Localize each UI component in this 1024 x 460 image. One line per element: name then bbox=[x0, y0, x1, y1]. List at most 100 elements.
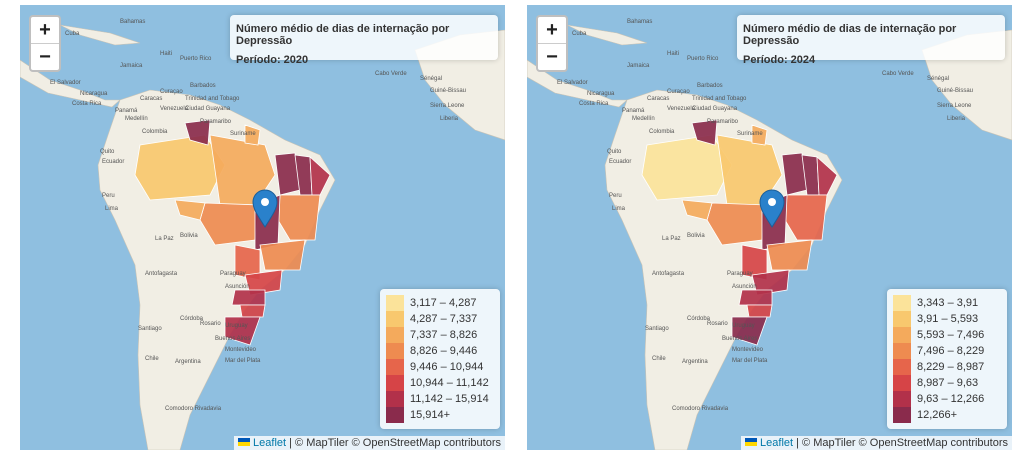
place-label: Bolivia bbox=[180, 233, 198, 239]
place-label: Guiné-Bissau bbox=[430, 88, 466, 94]
state-region bbox=[244, 269, 283, 296]
place-label: Paramaribo bbox=[200, 119, 232, 125]
place-label: Puerto Rico bbox=[180, 56, 212, 62]
legend-swatch bbox=[386, 343, 404, 359]
place-label: Panamá bbox=[115, 108, 138, 114]
legend-row: 4,287 – 7,337 bbox=[386, 311, 494, 327]
legend-row: 3,91 – 5,593 bbox=[893, 311, 1001, 327]
zoom-out-button[interactable]: − bbox=[538, 43, 566, 70]
place-label: La Paz bbox=[155, 236, 174, 242]
place-label: Chile bbox=[652, 356, 666, 362]
place-label: Santiago bbox=[645, 326, 669, 332]
place-label: Suriname bbox=[230, 131, 256, 137]
place-label: Cuba bbox=[572, 31, 587, 37]
legend-label: 15,914+ bbox=[410, 409, 451, 421]
place-label: Mar del Plata bbox=[732, 358, 768, 364]
leaflet-link[interactable]: Leaflet bbox=[760, 437, 794, 449]
legend-label: 3,91 – 5,593 bbox=[917, 313, 979, 325]
place-label: Liberia bbox=[947, 116, 966, 122]
legend-label: 10,944 – 11,142 bbox=[410, 377, 489, 389]
zoom-in-button[interactable]: + bbox=[546, 19, 558, 41]
place-label: Venezuela bbox=[160, 106, 189, 112]
legend-swatch bbox=[893, 295, 911, 311]
place-label: El Salvador bbox=[50, 80, 81, 86]
place-label: Jamaica bbox=[627, 63, 650, 69]
place-label: Venezuela bbox=[667, 106, 696, 112]
legend-row: 8,987 – 9,63 bbox=[893, 375, 1001, 391]
place-label: Haiti bbox=[667, 51, 679, 57]
legend-swatch bbox=[386, 407, 404, 423]
place-label: Ciudad Guayana bbox=[185, 106, 231, 112]
place-label: Caracas bbox=[647, 96, 669, 102]
place-label: Sénégal bbox=[927, 76, 949, 82]
place-label: Comodoro Rivadavia bbox=[672, 406, 729, 412]
state-region bbox=[231, 289, 266, 306]
info-title: Número médio de dias de internação por D… bbox=[743, 23, 957, 47]
legend: 3,117 – 4,287 4,287 – 7,337 7,337 – 8,826 8… bbox=[380, 289, 500, 429]
place-label: Trinidad and Tobago bbox=[185, 96, 240, 102]
place-label: Costa Rica bbox=[72, 101, 102, 107]
zoom-out-button[interactable]: − bbox=[31, 43, 59, 70]
land bbox=[20, 59, 121, 108]
place-label: Buenos Aires bbox=[722, 336, 757, 342]
place-label: Antofagasta bbox=[145, 271, 178, 277]
legend-label: 7,496 – 8,229 bbox=[917, 345, 985, 357]
legend-swatch bbox=[893, 407, 911, 423]
legend-swatch bbox=[386, 327, 404, 343]
place-label: Rosario bbox=[200, 321, 221, 327]
place-label: Guiné-Bissau bbox=[937, 88, 973, 94]
place-label: Puerto Rico bbox=[687, 56, 719, 62]
place-label: Paraguay bbox=[727, 271, 753, 277]
place-label: Colombia bbox=[649, 129, 675, 135]
place-label: El Salvador bbox=[557, 80, 588, 86]
place-label: Uruguay bbox=[732, 323, 755, 329]
attribution-text: | © MapTiler © OpenStreetMap contributor… bbox=[796, 437, 1008, 449]
legend-swatch bbox=[893, 311, 911, 327]
legend-label: 8,229 – 8,987 bbox=[917, 361, 985, 373]
place-label: Ciudad Guayana bbox=[692, 106, 738, 112]
place-label: Cabo Verde bbox=[882, 71, 914, 77]
place-label: Cuba bbox=[65, 31, 80, 37]
state-region bbox=[224, 316, 261, 346]
place-label: Argentina bbox=[175, 359, 201, 365]
place-label: Nicaragua bbox=[80, 91, 108, 97]
info-box: Número médio de dias de internação por D… bbox=[737, 15, 1005, 66]
land bbox=[566, 24, 648, 46]
land bbox=[59, 24, 141, 46]
info-title: Número médio de dias de internação por D… bbox=[236, 23, 450, 47]
legend-swatch bbox=[893, 327, 911, 343]
state-region bbox=[746, 304, 773, 318]
place-label: Comodoro Rivadavia bbox=[165, 406, 222, 412]
map-panel: Bahamas Cuba Haiti Puerto Rico Jamaica Barbad… bbox=[20, 5, 505, 450]
place-label: Liberia bbox=[440, 116, 459, 122]
state-region bbox=[751, 269, 790, 296]
place-label: Córdoba bbox=[687, 316, 711, 322]
legend-label: 8,826 – 9,446 bbox=[410, 345, 478, 357]
place-label: Ecuador bbox=[102, 159, 124, 165]
flag-icon bbox=[745, 438, 758, 446]
place-label: Sénégal bbox=[420, 76, 442, 82]
map-marker bbox=[759, 189, 785, 228]
zoom-in-button[interactable]: + bbox=[39, 19, 51, 41]
state-region bbox=[239, 304, 266, 318]
place-label: Buenos Aires bbox=[215, 336, 250, 342]
place-label: Montevideo bbox=[225, 347, 257, 353]
legend-swatch bbox=[386, 391, 404, 407]
state-region bbox=[244, 124, 261, 146]
place-label: Lima bbox=[105, 206, 119, 212]
place-label: Antofagasta bbox=[652, 271, 685, 277]
place-label: Medellín bbox=[632, 116, 655, 122]
place-label: Costa Rica bbox=[579, 101, 609, 107]
place-label: Córdoba bbox=[180, 316, 204, 322]
info-box: Número médio de dias de internação por D… bbox=[230, 15, 498, 66]
place-label: Nicaragua bbox=[587, 91, 615, 97]
place-label: Bahamas bbox=[627, 19, 652, 25]
legend-label: 4,287 – 7,337 bbox=[410, 313, 478, 325]
legend-label: 8,987 – 9,63 bbox=[917, 377, 979, 389]
legend-swatch bbox=[893, 343, 911, 359]
map-marker bbox=[252, 189, 278, 228]
state-region bbox=[731, 316, 768, 346]
place-label: Jamaica bbox=[120, 63, 143, 69]
place-label: Barbados bbox=[697, 83, 723, 89]
leaflet-link[interactable]: Leaflet bbox=[253, 437, 287, 449]
